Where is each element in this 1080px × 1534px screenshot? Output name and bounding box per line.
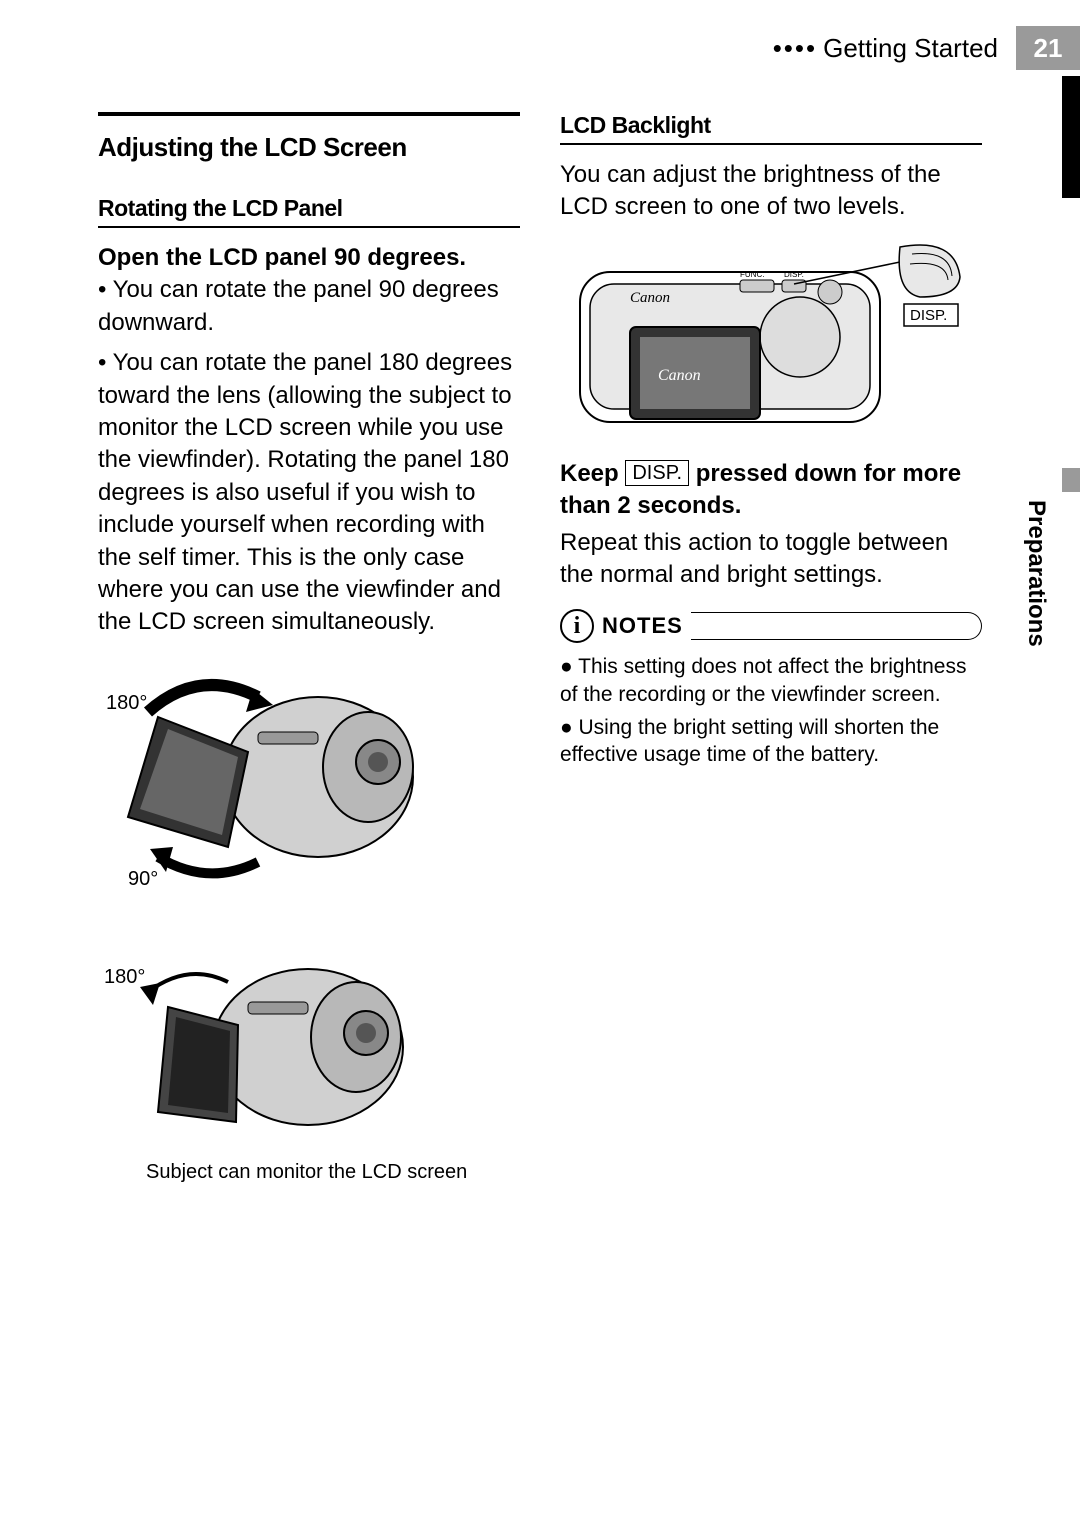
svg-text:DISP.: DISP. xyxy=(910,307,947,324)
bullet-1: • You can rotate the panel 90 degrees do… xyxy=(98,274,520,339)
repeat-text: Repeat this action to toggle between the… xyxy=(560,527,982,592)
page-number: 21 xyxy=(1034,33,1063,64)
content-area: Adjusting the LCD Screen Rotating the LC… xyxy=(98,112,982,1194)
svg-text:180°: 180° xyxy=(106,692,147,714)
figure-rotate-1: 180° 90° xyxy=(98,657,520,907)
notes-header: i NOTES xyxy=(560,609,982,643)
figure-backlight: Canon Canon FUNC. DISP. DISP. xyxy=(560,242,982,442)
keep-text-a: Keep xyxy=(560,460,625,487)
sub-heading-backlight: LCD Backlight xyxy=(560,112,982,145)
side-marker xyxy=(1062,468,1080,492)
page-header: •••• Getting Started 21 xyxy=(773,26,1080,70)
open-instruction: Open the LCD panel 90 degrees. xyxy=(98,242,520,274)
header-dots: •••• xyxy=(773,33,817,64)
figure-2-caption: Subject can monitor the LCD screen xyxy=(146,1161,520,1184)
svg-text:FUNC.: FUNC. xyxy=(740,270,764,279)
info-icon: i xyxy=(560,609,594,643)
note-1: ● This setting does not affect the brigh… xyxy=(560,653,982,708)
svg-text:180°: 180° xyxy=(104,966,145,988)
note-2: ● Using the bright setting will shorten … xyxy=(560,714,982,769)
right-column: LCD Backlight You can adjust the brightn… xyxy=(560,112,982,1194)
notes-rule xyxy=(691,612,982,640)
svg-text:Canon: Canon xyxy=(658,367,701,384)
page-number-box: 21 xyxy=(1016,26,1080,70)
svg-text:90°: 90° xyxy=(128,868,158,890)
svg-text:Canon: Canon xyxy=(630,290,670,306)
side-label: Preparations xyxy=(1022,500,1050,647)
keep-instruction: Keep DISP. pressed down for more than 2 … xyxy=(560,458,982,523)
bullet-2: • You can rotate the panel 180 degrees t… xyxy=(98,347,520,639)
notes-label: NOTES xyxy=(602,613,683,639)
svg-text:DISP.: DISP. xyxy=(784,270,804,279)
left-column: Adjusting the LCD Screen Rotating the LC… xyxy=(98,112,520,1194)
figure-rotate-2: 180° Subject can monitor the LCD screen xyxy=(98,937,520,1184)
main-heading: Adjusting the LCD Screen xyxy=(98,112,520,163)
header-section: Getting Started xyxy=(823,33,998,64)
backlight-intro: You can adjust the brightness of the LCD… xyxy=(560,159,982,224)
sub-heading-rotating: Rotating the LCD Panel xyxy=(98,195,520,228)
disp-button-label: DISP. xyxy=(625,460,689,486)
edge-tab xyxy=(1062,76,1080,198)
